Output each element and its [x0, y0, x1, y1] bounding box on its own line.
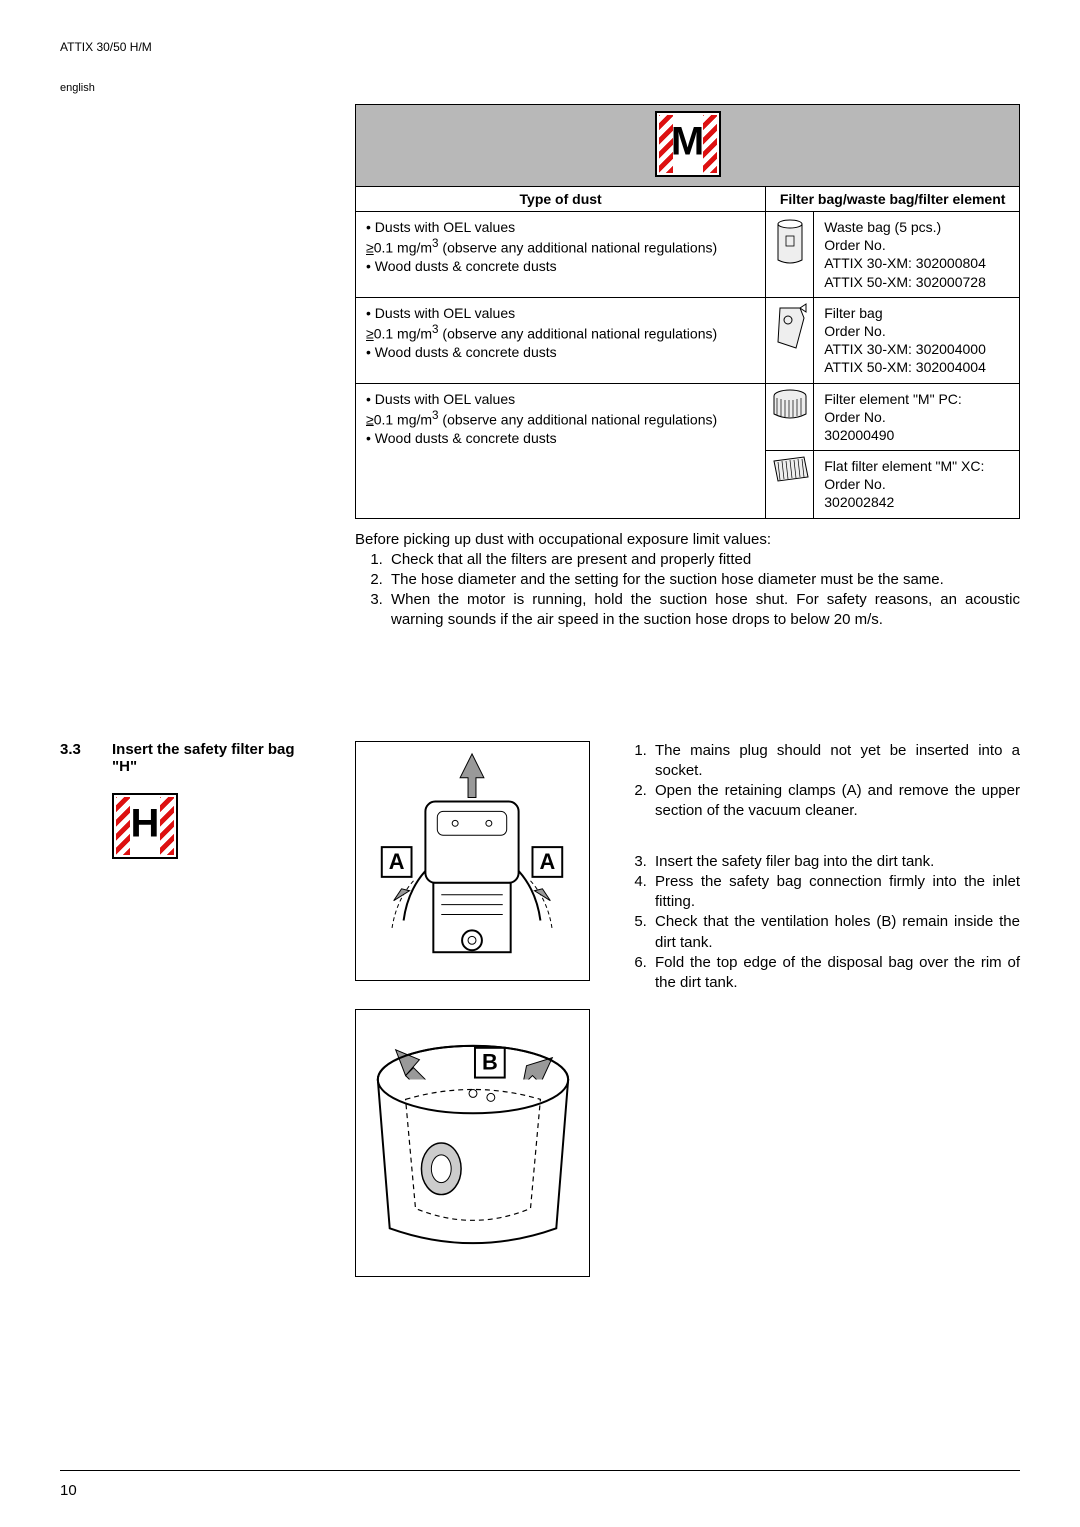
prelist-step-2: The hose diameter and the setting for th… [387, 570, 1020, 590]
step-6: Fold the top edge of the disposal bag ov… [651, 953, 1020, 994]
header-model: ATTIX 30/50 H/M [60, 40, 1020, 54]
prelist-step-3: When the motor is running, hold the suct… [387, 590, 1020, 631]
section-number: 3.3 [60, 741, 112, 775]
page-number: 10 [60, 1482, 77, 1499]
prelist-intro: Before picking up dust with occupational… [355, 531, 1020, 548]
table-badge-cell: M [356, 105, 1020, 187]
svg-text:A: A [389, 849, 405, 874]
svg-text:A: A [539, 849, 555, 874]
filter-element-icon [766, 383, 814, 451]
dust-cell-1: • Dusts with OEL values ≥0.1 mg/m3 (obse… [356, 212, 766, 298]
filter-info-4: Flat filter element "M" XC: Order No. 30… [814, 451, 1020, 519]
flat-filter-icon [766, 451, 814, 519]
filter-info-1: Waste bag (5 pcs.) Order No. ATTIX 30-XM… [814, 212, 1020, 298]
section-3-3: 3.3 Insert the safety filter bag "H" H A [60, 741, 1020, 1305]
section-title: Insert the safety filter bag "H" [112, 741, 312, 775]
col-header-filter: Filter bag/waste bag/filter element [766, 187, 1020, 212]
prelist-steps: Check that all the filters are present a… [355, 550, 1020, 631]
steps-list-a: The mains plug should not yet be inserte… [621, 741, 1020, 822]
step-1: The mains plug should not yet be inserte… [651, 741, 1020, 782]
prelist-step-1: Check that all the filters are present a… [387, 550, 1020, 570]
step-4: Press the safety bag connection firmly i… [651, 872, 1020, 913]
step-3: Insert the safety filer bag into the dir… [651, 852, 1020, 872]
waste-bag-icon [766, 212, 814, 298]
filter-bag-icon [766, 297, 814, 383]
footer-rule [60, 1470, 1020, 1471]
dust-cell-3: • Dusts with OEL values ≥0.1 mg/m3 (obse… [356, 383, 766, 518]
diagram-open-clamps: A A [355, 741, 590, 981]
main-area: M Type of dust Filter bag/waste bag/filt… [60, 104, 1020, 631]
svg-text:B: B [482, 1049, 498, 1074]
col-header-dust: Type of dust [356, 187, 766, 212]
h-class-badge: H [112, 793, 178, 859]
m-class-badge: M [655, 111, 721, 177]
dust-filter-table: M Type of dust Filter bag/waste bag/filt… [355, 104, 1020, 519]
steps-list-b: Insert the safety filer bag into the dir… [621, 852, 1020, 994]
diagram-insert-bag: B [355, 1009, 590, 1277]
language-label: english [60, 82, 1020, 94]
step-5: Check that the ventilation holes (B) rem… [651, 912, 1020, 953]
filter-info-3: Filter element "M" PC: Order No. 3020004… [814, 383, 1020, 451]
dust-cell-2: • Dusts with OEL values ≥0.1 mg/m3 (obse… [356, 297, 766, 383]
filter-info-2: Filter bag Order No. ATTIX 30-XM: 302004… [814, 297, 1020, 383]
step-2: Open the retaining clamps (A) and remove… [651, 781, 1020, 822]
